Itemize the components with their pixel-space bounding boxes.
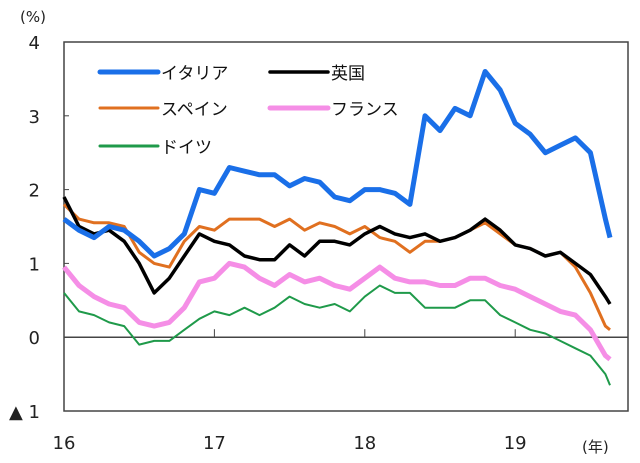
x-tick-label: 17 — [203, 433, 226, 454]
y-tick-label: ▲ 1 — [9, 402, 40, 423]
legend-label: スペイン — [161, 100, 228, 120]
y-tick-label: 1 — [29, 254, 40, 275]
legend-label: イタリア — [161, 64, 228, 84]
legend-label: フランス — [331, 100, 399, 120]
series-line-1 — [62, 69, 613, 259]
y-tick-label: 2 — [29, 181, 40, 202]
y-tick-label: 4 — [29, 33, 40, 54]
series-line-5 — [63, 284, 611, 386]
plot-frame — [63, 41, 629, 412]
series-line-3 — [62, 203, 611, 331]
y-tick-label: 0 — [29, 328, 40, 349]
y-tick-label: 3 — [29, 107, 40, 128]
x-tick-label: 19 — [504, 433, 527, 454]
series-line-4 — [62, 260, 612, 362]
y-unit-label: (%) — [20, 8, 46, 26]
series-line-2 — [62, 196, 612, 305]
legend-label: 英国 — [331, 64, 365, 84]
x-tick-label: 18 — [353, 433, 376, 454]
legend-label: ドイツ — [161, 138, 212, 158]
x-tick-label: 16 — [53, 433, 76, 454]
x-unit-label: (年) — [582, 438, 609, 456]
